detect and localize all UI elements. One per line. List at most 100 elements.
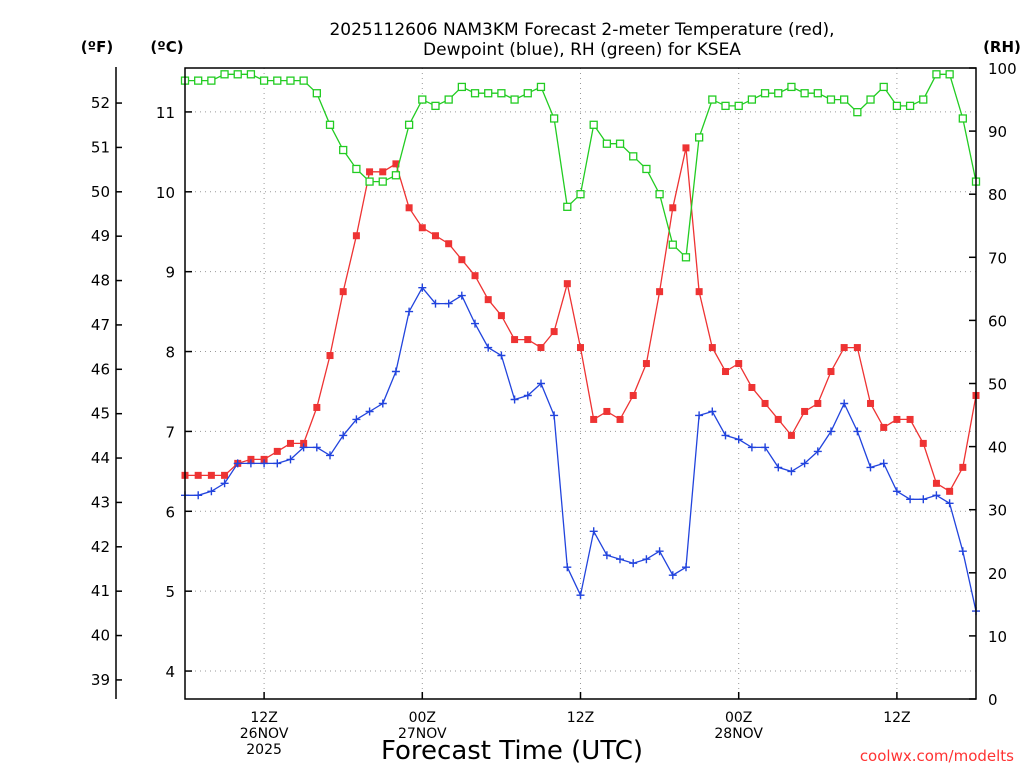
- temperature-point: [761, 399, 769, 407]
- x-tick-label: 27NOV: [398, 726, 447, 742]
- celsius-tick-label: 7: [165, 423, 175, 441]
- rh-point: [800, 89, 809, 98]
- temperature-point: [194, 471, 202, 479]
- rh-point: [760, 89, 770, 98]
- temperature-point: [840, 344, 848, 352]
- dewpoint-point: [892, 487, 901, 496]
- temperature-point: [642, 360, 650, 368]
- temperature-point: [708, 344, 716, 352]
- dewpoint-point: [813, 447, 822, 456]
- temperature-point: [379, 168, 387, 176]
- fahrenheit-tick-label: 46: [91, 360, 110, 378]
- rh-point: [365, 177, 374, 186]
- rh-point: [629, 152, 638, 161]
- dewpoint-point: [642, 555, 651, 564]
- temperature-point: [946, 487, 954, 495]
- rh-point: [642, 164, 651, 174]
- temperature-point: [524, 336, 532, 344]
- rh-point: [668, 240, 677, 249]
- rh-tick-label: 50: [988, 376, 1007, 394]
- fahrenheit-tick-label: 39: [91, 671, 110, 689]
- dewpoint-point: [444, 299, 453, 308]
- dewpoint-point: [708, 407, 717, 416]
- x-tick-label: 00Z: [409, 710, 436, 726]
- temperature-point: [405, 204, 413, 212]
- temperature-point: [787, 431, 795, 439]
- rh-tick-label: 100: [988, 60, 1017, 78]
- dewpoint-point: [919, 495, 928, 504]
- rh-point: [813, 89, 822, 98]
- temperature-point: [814, 399, 822, 407]
- x-tick-label: 12Z: [567, 710, 594, 726]
- temperature-point: [511, 336, 519, 344]
- temperature-line: [185, 147, 977, 493]
- dewpoint-point: [220, 479, 229, 488]
- dewpoint-point: [682, 563, 690, 572]
- plot-frame: [184, 67, 977, 700]
- temperature-point: [392, 160, 400, 168]
- fahrenheit-tick-label: 40: [91, 627, 110, 645]
- temperature-point: [326, 352, 334, 360]
- dewpoint-point: [378, 399, 387, 408]
- rh-point: [549, 114, 559, 123]
- rh-point: [312, 89, 321, 98]
- fahrenheit-axis-label: (ºF): [81, 38, 113, 56]
- dewpoint-point: [326, 451, 334, 460]
- rh-point: [840, 95, 849, 104]
- rh-point: [418, 95, 427, 104]
- dewpoint-point: [787, 467, 796, 476]
- temperature-point: [207, 471, 215, 479]
- rh-point: [497, 89, 506, 98]
- rh-point: [470, 89, 480, 98]
- dewpoint-point: [299, 443, 308, 452]
- dewpoint-point: [945, 499, 954, 508]
- temperature-point: [339, 288, 347, 296]
- celsius-tick-label: 10: [156, 184, 175, 202]
- series-dewpoint: [181, 283, 980, 616]
- dewpoint-point: [602, 551, 611, 560]
- rh-axis-label: (RH): [983, 38, 1021, 56]
- x-tick-label: 12Z: [883, 710, 910, 726]
- dewpoint-point: [655, 547, 664, 556]
- dewpoint-point: [734, 435, 743, 444]
- temperature-point: [221, 471, 229, 479]
- rh-point: [510, 95, 519, 104]
- dewpoint-point: [695, 411, 704, 420]
- rh-point: [352, 164, 361, 174]
- rh-point: [576, 190, 585, 199]
- dewpoint-point: [365, 407, 374, 416]
- rh-point: [233, 70, 242, 79]
- rh-point: [615, 139, 625, 148]
- rh-point: [958, 114, 967, 123]
- rh-point: [299, 76, 308, 85]
- rh-tick-label: 40: [988, 439, 1007, 457]
- x-tick-label: 12Z: [250, 710, 277, 726]
- dewpoint-point: [747, 443, 756, 452]
- dewpoint-point: [774, 463, 783, 472]
- celsius-tick-label: 8: [165, 344, 175, 362]
- dewpoint-point: [800, 459, 809, 468]
- temperature-point: [577, 344, 584, 352]
- series-rh: [180, 70, 981, 262]
- temperature-point: [286, 439, 294, 447]
- rh-point: [246, 70, 256, 79]
- rh-point: [589, 120, 598, 129]
- rh-point: [404, 120, 414, 129]
- temperature-point: [774, 415, 782, 423]
- x-tick-label: 00Z: [725, 710, 752, 726]
- rh-tick-label: 90: [988, 123, 1007, 141]
- temperature-point: [247, 455, 255, 463]
- dewpoint-point: [246, 459, 255, 468]
- fahrenheit-tick-label: 42: [91, 538, 110, 556]
- dewpoint-point: [879, 459, 888, 468]
- fahrenheit-tick-label: 47: [91, 316, 110, 334]
- grid-lines: [185, 68, 976, 699]
- dewpoint-point: [576, 591, 585, 600]
- rh-point: [457, 82, 467, 92]
- temperature-point: [484, 296, 492, 304]
- temperature-point: [458, 256, 466, 264]
- rh-point: [919, 95, 928, 104]
- dewpoint-point: [207, 487, 216, 496]
- rh-point: [905, 101, 915, 111]
- temperature-point: [563, 280, 571, 288]
